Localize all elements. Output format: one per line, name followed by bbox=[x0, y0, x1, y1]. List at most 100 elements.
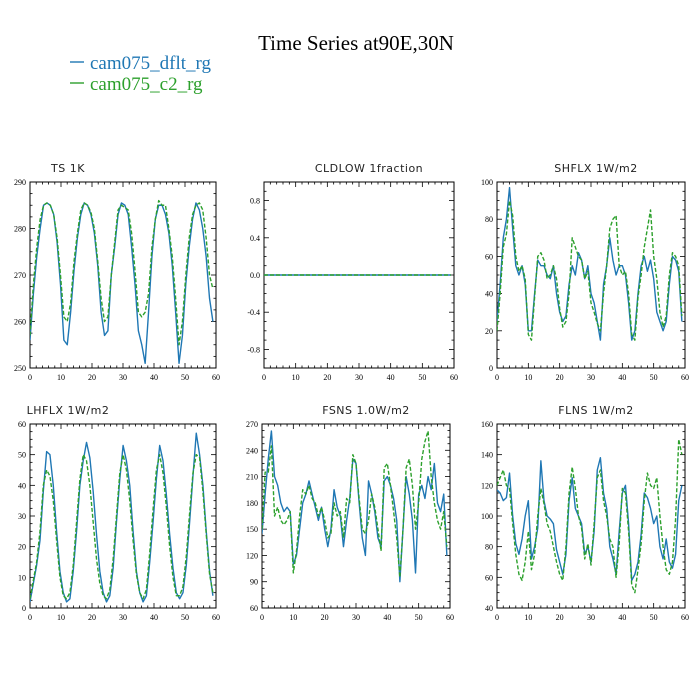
y-tick-label: 260 bbox=[14, 318, 26, 327]
y-tick-label: 40 bbox=[18, 481, 26, 490]
x-tick-label: 40 bbox=[150, 613, 158, 622]
x-tick-label: 60 bbox=[212, 373, 220, 382]
y-tick-label: 240 bbox=[246, 446, 258, 455]
x-tick-label: 0 bbox=[495, 613, 499, 622]
x-tick-label: 30 bbox=[352, 613, 360, 622]
y-tick-label: 120 bbox=[246, 551, 258, 560]
y-tick-label: -0.8 bbox=[247, 345, 260, 354]
y-tick-label: 20 bbox=[18, 543, 26, 552]
series-line-cam075_c2_rg bbox=[30, 453, 214, 600]
y-tick-label: 60 bbox=[485, 252, 493, 261]
x-tick-label: 40 bbox=[150, 373, 158, 382]
x-tick-label: 0 bbox=[260, 613, 264, 622]
y-tick-label: 30 bbox=[18, 512, 26, 521]
series-line-cam075_c2_rg bbox=[30, 199, 214, 346]
x-tick-label: 0 bbox=[495, 373, 499, 382]
x-tick-label: 50 bbox=[181, 613, 189, 622]
series-line-cam075_c2_rg bbox=[497, 199, 683, 341]
x-tick-label: 50 bbox=[418, 373, 426, 382]
y-tick-label: 120 bbox=[481, 481, 493, 490]
x-tick-label: 30 bbox=[119, 613, 127, 622]
panel-title: SHFLX 1W/m2 bbox=[554, 162, 638, 175]
y-tick-label: 50 bbox=[18, 451, 26, 460]
series-line-cam075_dflt_rg bbox=[262, 430, 448, 583]
panel-title: CLDLOW 1fraction bbox=[315, 162, 423, 175]
y-tick-label: 140 bbox=[481, 451, 493, 460]
y-tick-label: 290 bbox=[14, 178, 26, 187]
y-tick-label: 0.4 bbox=[250, 234, 260, 243]
x-tick-label: 20 bbox=[321, 613, 329, 622]
x-tick-label: 10 bbox=[524, 373, 532, 382]
y-tick-label: 20 bbox=[485, 327, 493, 336]
y-tick-label: 180 bbox=[246, 499, 258, 508]
y-tick-label: 10 bbox=[18, 573, 26, 582]
y-tick-label: 90 bbox=[250, 578, 258, 587]
y-tick-label: 150 bbox=[246, 525, 258, 534]
x-tick-label: 30 bbox=[587, 613, 595, 622]
series-line-cam075_dflt_rg bbox=[497, 457, 683, 582]
y-tick-label: 60 bbox=[18, 420, 26, 429]
panel-grid: TS 1K 0 10 20 30 40 50 60 250 260 270 280 290 CLDLOW … bbox=[14, 162, 689, 622]
y-tick-label: 270 bbox=[246, 420, 258, 429]
x-tick-label: 50 bbox=[181, 373, 189, 382]
y-tick-label: 270 bbox=[14, 271, 26, 280]
legend: cam075_dflt_rg cam075_c2_rg bbox=[70, 53, 212, 95]
y-tick-label: 40 bbox=[485, 604, 493, 613]
panel-0: TS 1K 0 10 20 30 40 50 60 250 260 270 280 290 bbox=[14, 162, 220, 382]
x-tick-label: 10 bbox=[292, 373, 300, 382]
series-line-cam075_c2_rg bbox=[262, 430, 448, 579]
y-tick-label: -0.4 bbox=[247, 308, 260, 317]
y-tick-label: 0 bbox=[489, 364, 493, 373]
x-tick-label: 50 bbox=[650, 373, 658, 382]
y-tick-label: 60 bbox=[250, 604, 258, 613]
x-tick-label: 0 bbox=[28, 373, 32, 382]
x-tick-label: 10 bbox=[57, 373, 65, 382]
y-tick-label: 0.0 bbox=[250, 271, 260, 280]
x-tick-label: 30 bbox=[119, 373, 127, 382]
x-tick-label: 60 bbox=[681, 613, 689, 622]
panel-2: SHFLX 1W/m2 0 10 20 30 40 50 60 0 20 40 60 80 100 bbox=[481, 162, 689, 382]
x-tick-label: 10 bbox=[289, 613, 297, 622]
series-line-cam075_c2_rg bbox=[497, 438, 683, 594]
panel-5: FLNS 1W/m2 0 10 20 30 40 50 60 40 60 80 100 120 140 16… bbox=[481, 404, 689, 622]
panel-title: FLNS 1W/m2 bbox=[558, 404, 633, 417]
x-tick-label: 30 bbox=[355, 373, 363, 382]
plot-frame bbox=[29, 181, 217, 369]
legend-entry-dflt: cam075_dflt_rg bbox=[90, 53, 212, 74]
y-tick-label: 250 bbox=[14, 364, 26, 373]
y-tick-label: 60 bbox=[485, 573, 493, 582]
panel-title: FSNS 1.0W/m2 bbox=[322, 404, 410, 417]
x-tick-label: 60 bbox=[681, 373, 689, 382]
x-tick-label: 60 bbox=[212, 613, 220, 622]
series-line-cam075_dflt_rg bbox=[30, 432, 214, 603]
y-tick-label: 0 bbox=[22, 604, 26, 613]
panel-3: LHFLX 1W/m2 0 10 20 30 40 50 60 0 10 20 30 40 50 60 bbox=[18, 404, 220, 622]
figure-title: Time Series at90E,30N bbox=[258, 31, 454, 55]
x-tick-label: 20 bbox=[556, 373, 564, 382]
y-tick-label: 210 bbox=[246, 473, 258, 482]
x-tick-label: 40 bbox=[618, 373, 626, 382]
x-tick-label: 50 bbox=[650, 613, 658, 622]
x-tick-label: 40 bbox=[618, 613, 626, 622]
panel-title: LHFLX 1W/m2 bbox=[27, 404, 110, 417]
x-tick-label: 60 bbox=[446, 613, 454, 622]
panel-4: FSNS 1.0W/m2 0 10 20 30 40 50 60 60 90 120 150 180 21… bbox=[246, 404, 454, 622]
y-tick-label: 40 bbox=[485, 290, 493, 299]
x-tick-label: 0 bbox=[262, 373, 266, 382]
y-tick-label: 100 bbox=[481, 178, 493, 187]
x-tick-label: 10 bbox=[524, 613, 532, 622]
x-tick-label: 40 bbox=[383, 613, 391, 622]
y-tick-label: 0.8 bbox=[250, 197, 260, 206]
x-tick-label: 40 bbox=[387, 373, 395, 382]
x-tick-label: 0 bbox=[28, 613, 32, 622]
x-tick-label: 30 bbox=[587, 373, 595, 382]
x-tick-label: 60 bbox=[450, 373, 458, 382]
y-tick-label: 160 bbox=[481, 420, 493, 429]
series-line-cam075_dflt_rg bbox=[30, 202, 214, 365]
x-tick-label: 20 bbox=[556, 613, 564, 622]
legend-entry-c2: cam075_c2_rg bbox=[90, 74, 203, 95]
y-tick-label: 80 bbox=[485, 543, 493, 552]
x-tick-label: 50 bbox=[415, 613, 423, 622]
x-tick-label: 20 bbox=[88, 613, 96, 622]
